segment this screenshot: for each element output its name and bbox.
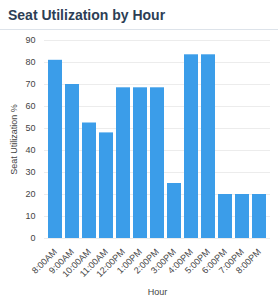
svg-text:50: 50	[25, 123, 35, 133]
svg-text:8:00PM: 8:00PM	[234, 247, 263, 276]
svg-text:4:00PM: 4:00PM	[165, 246, 195, 276]
svg-text:90: 90	[25, 35, 35, 45]
svg-text:9:00AM: 9:00AM	[46, 246, 76, 276]
svg-text:8:00AM: 8:00AM	[29, 246, 59, 276]
svg-text:7:00PM: 7:00PM	[216, 246, 246, 276]
svg-text:30: 30	[25, 167, 35, 177]
svg-text:10: 10	[25, 211, 35, 221]
svg-text:Hour: Hour	[148, 287, 168, 297]
svg-text:40: 40	[25, 145, 35, 155]
svg-text:11:00AM: 11:00AM	[77, 246, 110, 279]
svg-text:0: 0	[30, 233, 35, 243]
svg-text:12:00PM: 12:00PM	[94, 246, 127, 280]
svg-text:1:00PM: 1:00PM	[114, 246, 144, 276]
svg-text:6:00PM: 6:00PM	[199, 246, 229, 276]
svg-text:2:00PM: 2:00PM	[131, 246, 161, 276]
svg-text:80: 80	[25, 57, 35, 67]
html-text:Seat Utilization by Hour: Seat Utilization by Hour	[8, 7, 166, 23]
svg-text:Seat Utilization %: Seat Utilization %	[9, 104, 19, 175]
svg-text:5:00PM: 5:00PM	[182, 246, 212, 276]
svg-text:70: 70	[25, 79, 35, 89]
svg-text:20: 20	[25, 189, 35, 199]
svg-text:60: 60	[25, 101, 35, 111]
svg-text:10:00AM: 10:00AM	[60, 246, 93, 280]
svg-text:3:00PM: 3:00PM	[148, 246, 178, 276]
